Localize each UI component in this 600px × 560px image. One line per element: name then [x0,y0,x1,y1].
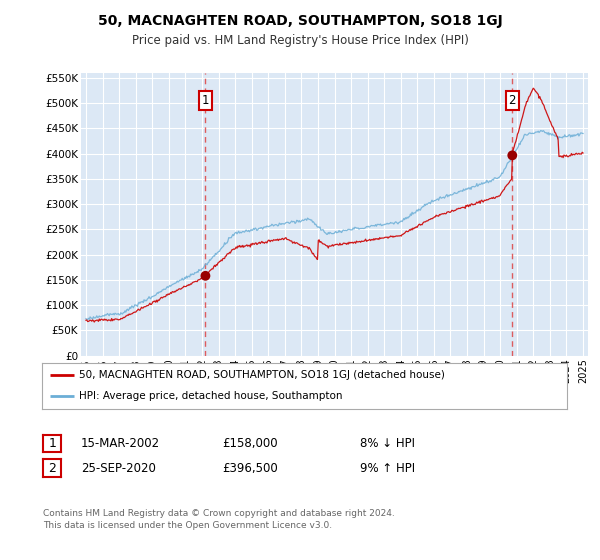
Text: 50, MACNAGHTEN ROAD, SOUTHAMPTON, SO18 1GJ: 50, MACNAGHTEN ROAD, SOUTHAMPTON, SO18 1… [98,14,502,28]
Text: £396,500: £396,500 [222,461,278,475]
Text: 2: 2 [509,94,516,107]
Text: 9% ↑ HPI: 9% ↑ HPI [360,461,415,475]
Point [200,272,210,281]
Text: HPI: Average price, detached house, Southampton: HPI: Average price, detached house, Sout… [79,391,342,402]
Point [508,151,517,160]
Text: 15-MAR-2002: 15-MAR-2002 [81,437,160,450]
Text: 2: 2 [48,461,56,475]
Text: 1: 1 [202,94,209,107]
Text: Price paid vs. HM Land Registry's House Price Index (HPI): Price paid vs. HM Land Registry's House … [131,34,469,46]
Text: Contains HM Land Registry data © Crown copyright and database right 2024.
This d: Contains HM Land Registry data © Crown c… [43,509,395,530]
Text: 50, MACNAGHTEN ROAD, SOUTHAMPTON, SO18 1GJ (detached house): 50, MACNAGHTEN ROAD, SOUTHAMPTON, SO18 1… [79,370,445,380]
Text: 1: 1 [48,437,56,450]
Text: 25-SEP-2020: 25-SEP-2020 [81,461,156,475]
Text: 8% ↓ HPI: 8% ↓ HPI [360,437,415,450]
Text: £158,000: £158,000 [222,437,278,450]
